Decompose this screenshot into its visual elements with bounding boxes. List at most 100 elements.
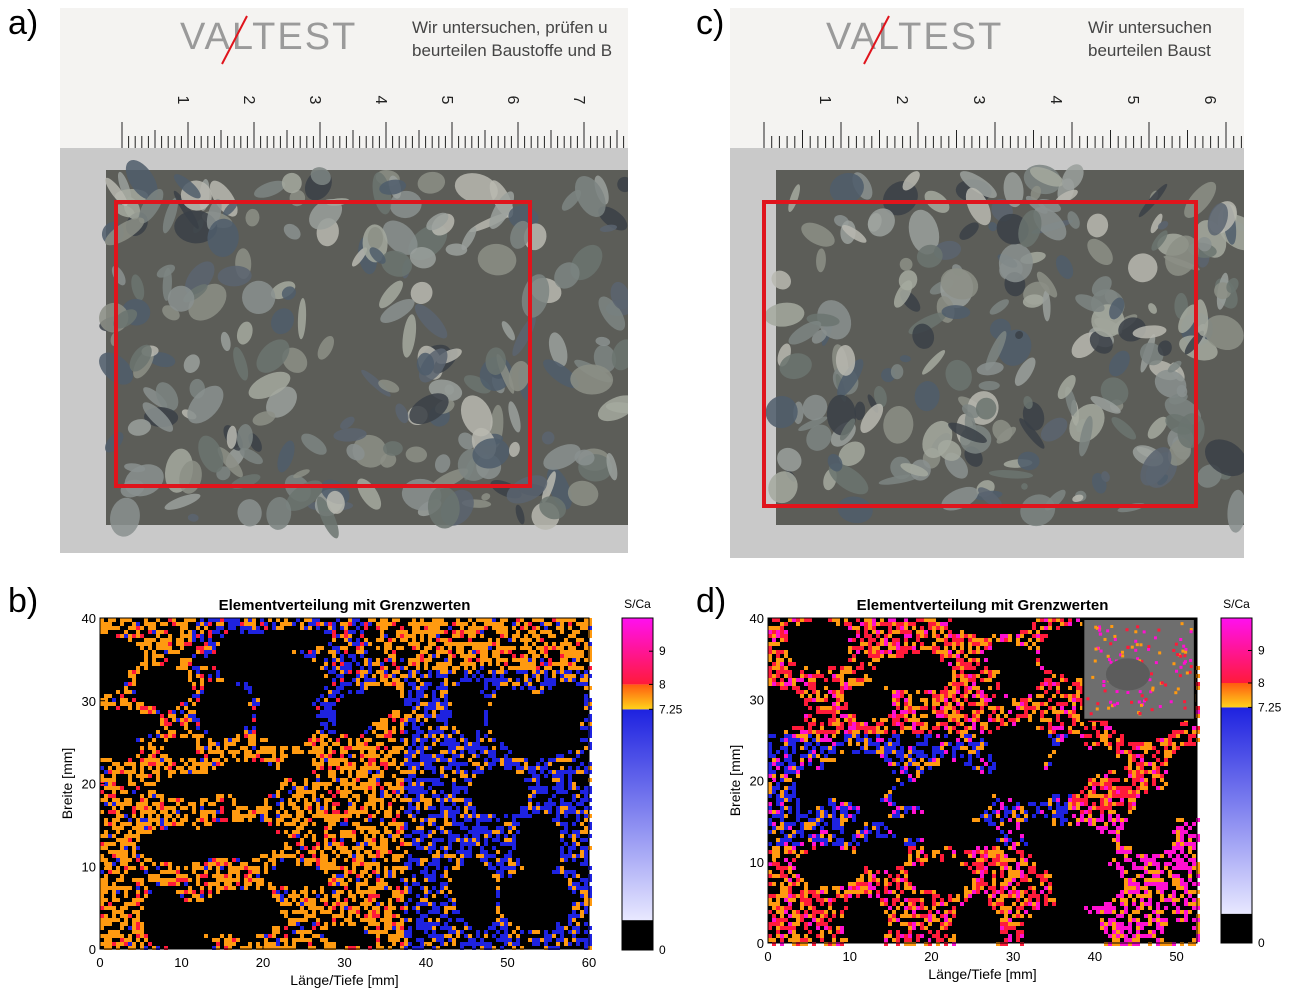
aggregate xyxy=(508,441,520,457)
inset-pixel xyxy=(1103,689,1107,693)
aggregate xyxy=(416,352,435,376)
colorbar-frame xyxy=(621,617,654,951)
colorbar-orange-band xyxy=(622,684,653,710)
aggregate xyxy=(485,347,506,375)
inset-pixel xyxy=(1175,669,1179,673)
inset-pixel xyxy=(1115,690,1119,694)
aggregate xyxy=(975,397,997,420)
y-tick-label: 10 xyxy=(750,855,764,870)
y-tick-label: 10 xyxy=(82,859,96,874)
aggregate xyxy=(771,270,791,290)
inset-pixel xyxy=(1096,702,1100,706)
aggregate xyxy=(361,369,391,397)
aggregate xyxy=(567,480,599,507)
aggregate xyxy=(1157,340,1172,356)
inset-pixel xyxy=(1172,662,1176,666)
aggregate xyxy=(539,496,566,520)
inset-pixel xyxy=(1157,628,1161,632)
inset-pixel xyxy=(1184,650,1188,654)
aggregate xyxy=(1148,303,1157,314)
inset-pixel xyxy=(1142,699,1146,703)
aggregate xyxy=(1109,297,1125,320)
aggregate xyxy=(867,208,895,237)
x-tick-label: 20 xyxy=(256,955,270,970)
aggregate xyxy=(948,422,987,443)
aggregate xyxy=(187,513,199,522)
inset-pixel xyxy=(1183,654,1187,658)
inset-pixel xyxy=(1151,688,1155,692)
aggregate xyxy=(317,335,335,360)
colorbar-blue-band xyxy=(622,709,653,921)
inset-pixel xyxy=(1109,700,1113,704)
aggregate xyxy=(827,453,843,472)
aggregate xyxy=(989,299,1009,315)
aggregate xyxy=(1151,230,1168,251)
aggregate xyxy=(266,497,292,530)
concrete-sample-a xyxy=(99,159,628,539)
aggregate xyxy=(162,197,178,234)
colorbar-orange-band xyxy=(1221,683,1252,708)
aggregate xyxy=(297,297,307,340)
aggregate xyxy=(402,314,417,358)
y-axis-label: Breite [mm] xyxy=(59,748,75,820)
inset-pixel xyxy=(1106,654,1110,658)
aggregate xyxy=(893,280,913,308)
aggregate xyxy=(515,504,525,525)
inset-pixel xyxy=(1139,643,1143,647)
chart-b: 0 10 20 30 40 50 60 0 10 20 30 40 Elementverteilung … xyxy=(50,586,683,990)
inset-pixel xyxy=(1149,690,1153,694)
aggregate xyxy=(367,227,383,250)
inset-pixel xyxy=(1093,659,1097,663)
aggregate xyxy=(1017,451,1040,471)
aggregate xyxy=(142,402,174,432)
aggregate xyxy=(382,220,418,255)
inset-pixel xyxy=(1189,630,1193,634)
aggregate xyxy=(105,177,128,207)
aggregate xyxy=(236,321,253,345)
aggregate xyxy=(381,250,413,277)
aggregate xyxy=(1042,290,1051,322)
aggregate xyxy=(788,321,822,345)
inset-pixel xyxy=(1160,681,1164,685)
ruler-number: 4 xyxy=(372,96,389,105)
inset-pixel xyxy=(1116,701,1120,705)
inset-pixel xyxy=(1189,665,1193,669)
inset-pixel xyxy=(1135,643,1139,647)
colorbar-zero-band xyxy=(1221,913,1252,943)
aggregate xyxy=(129,344,152,372)
ruler-number: 5 xyxy=(1124,96,1141,105)
aggregate xyxy=(1021,483,1028,490)
aggregate xyxy=(256,339,290,373)
x-tick-label: 20 xyxy=(924,949,938,964)
aggregate xyxy=(110,497,140,537)
aggregate xyxy=(183,354,200,373)
aggregate xyxy=(829,173,864,204)
aggregate xyxy=(248,371,291,399)
inset-pixel xyxy=(1110,625,1114,629)
inset-pixel xyxy=(1126,645,1130,649)
aggregate xyxy=(899,355,911,363)
inset-pixel xyxy=(1184,647,1188,651)
aggregate xyxy=(1020,494,1056,527)
inset-pixel xyxy=(1181,649,1185,653)
panel-label-c: c) xyxy=(696,4,725,42)
distribution-pixels xyxy=(768,618,1200,946)
aggregate xyxy=(217,447,243,478)
inset-pixel xyxy=(1130,645,1134,649)
inset-pixel xyxy=(1179,638,1183,642)
aggregate xyxy=(1108,350,1130,377)
aggregate xyxy=(610,281,628,310)
aggregate xyxy=(236,424,253,451)
inset-pixel xyxy=(1107,658,1111,662)
ruler-text-a: Wir untersuchen, prüfen u beurteilen Bau… xyxy=(412,18,613,60)
aggregate xyxy=(113,309,138,329)
inset-pixel xyxy=(1147,645,1151,649)
inset-pixel xyxy=(1121,654,1125,658)
inset-pixel xyxy=(1098,625,1102,629)
logo-accent xyxy=(221,15,248,65)
colorbar-tick-label: 0 xyxy=(659,943,666,957)
inset-pixel xyxy=(1095,707,1099,711)
aggregate xyxy=(860,403,884,433)
aggregate xyxy=(541,471,556,503)
ruler-a: VALTEST Wir untersuchen, prüfen u beurte… xyxy=(60,8,628,148)
